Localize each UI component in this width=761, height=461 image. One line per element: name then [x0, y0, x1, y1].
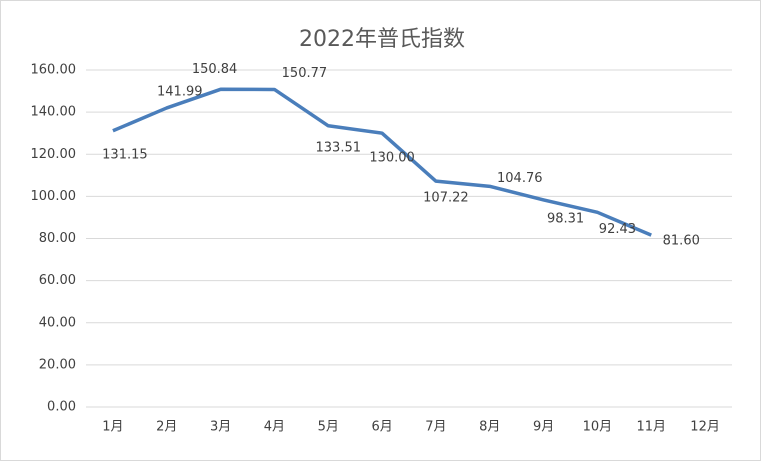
y-tick-label: 160.00: [31, 63, 77, 78]
data-line: [112, 87, 652, 237]
y-tick-label: 20.00: [39, 357, 76, 372]
y-tick-label: 60.00: [39, 273, 76, 288]
y-tick-label: 40.00: [39, 315, 76, 330]
data-label: 150.84: [192, 62, 238, 77]
x-tick-label: 6月: [371, 420, 392, 435]
y-tick-label: 100.00: [31, 189, 77, 204]
x-tick-label: 9月: [533, 420, 554, 435]
y-tick-label: 120.00: [31, 147, 77, 162]
data-label: 131.15: [102, 147, 148, 162]
data-label: 104.76: [497, 171, 543, 186]
data-label: 81.60: [663, 234, 700, 249]
x-tick-label: 8月: [479, 420, 500, 435]
x-tick-label: 10月: [583, 420, 613, 435]
x-tick-label: 4月: [264, 420, 285, 435]
x-tick-label: 12月: [690, 420, 720, 435]
x-tick-label: 2月: [156, 420, 177, 435]
data-label: 107.22: [423, 191, 469, 206]
x-tick-label: 1月: [102, 420, 123, 435]
data-label: 150.77: [282, 66, 328, 81]
x-tick-label: 5月: [318, 420, 339, 435]
data-label: 133.51: [316, 140, 362, 155]
x-tick-label: 3月: [210, 420, 231, 435]
x-tick-label: 7月: [425, 420, 446, 435]
y-tick-label: 80.00: [39, 231, 76, 246]
x-tick-label: 11月: [636, 420, 666, 435]
data-label: 141.99: [157, 84, 203, 99]
data-label: 98.31: [547, 211, 584, 226]
y-tick-label: 140.00: [31, 105, 77, 120]
data-label: 92.43: [599, 222, 636, 237]
y-tick-label: 0.00: [47, 400, 76, 415]
data-label: 130.00: [369, 151, 415, 166]
chart-title: 2022年普氏指数: [299, 27, 465, 52]
